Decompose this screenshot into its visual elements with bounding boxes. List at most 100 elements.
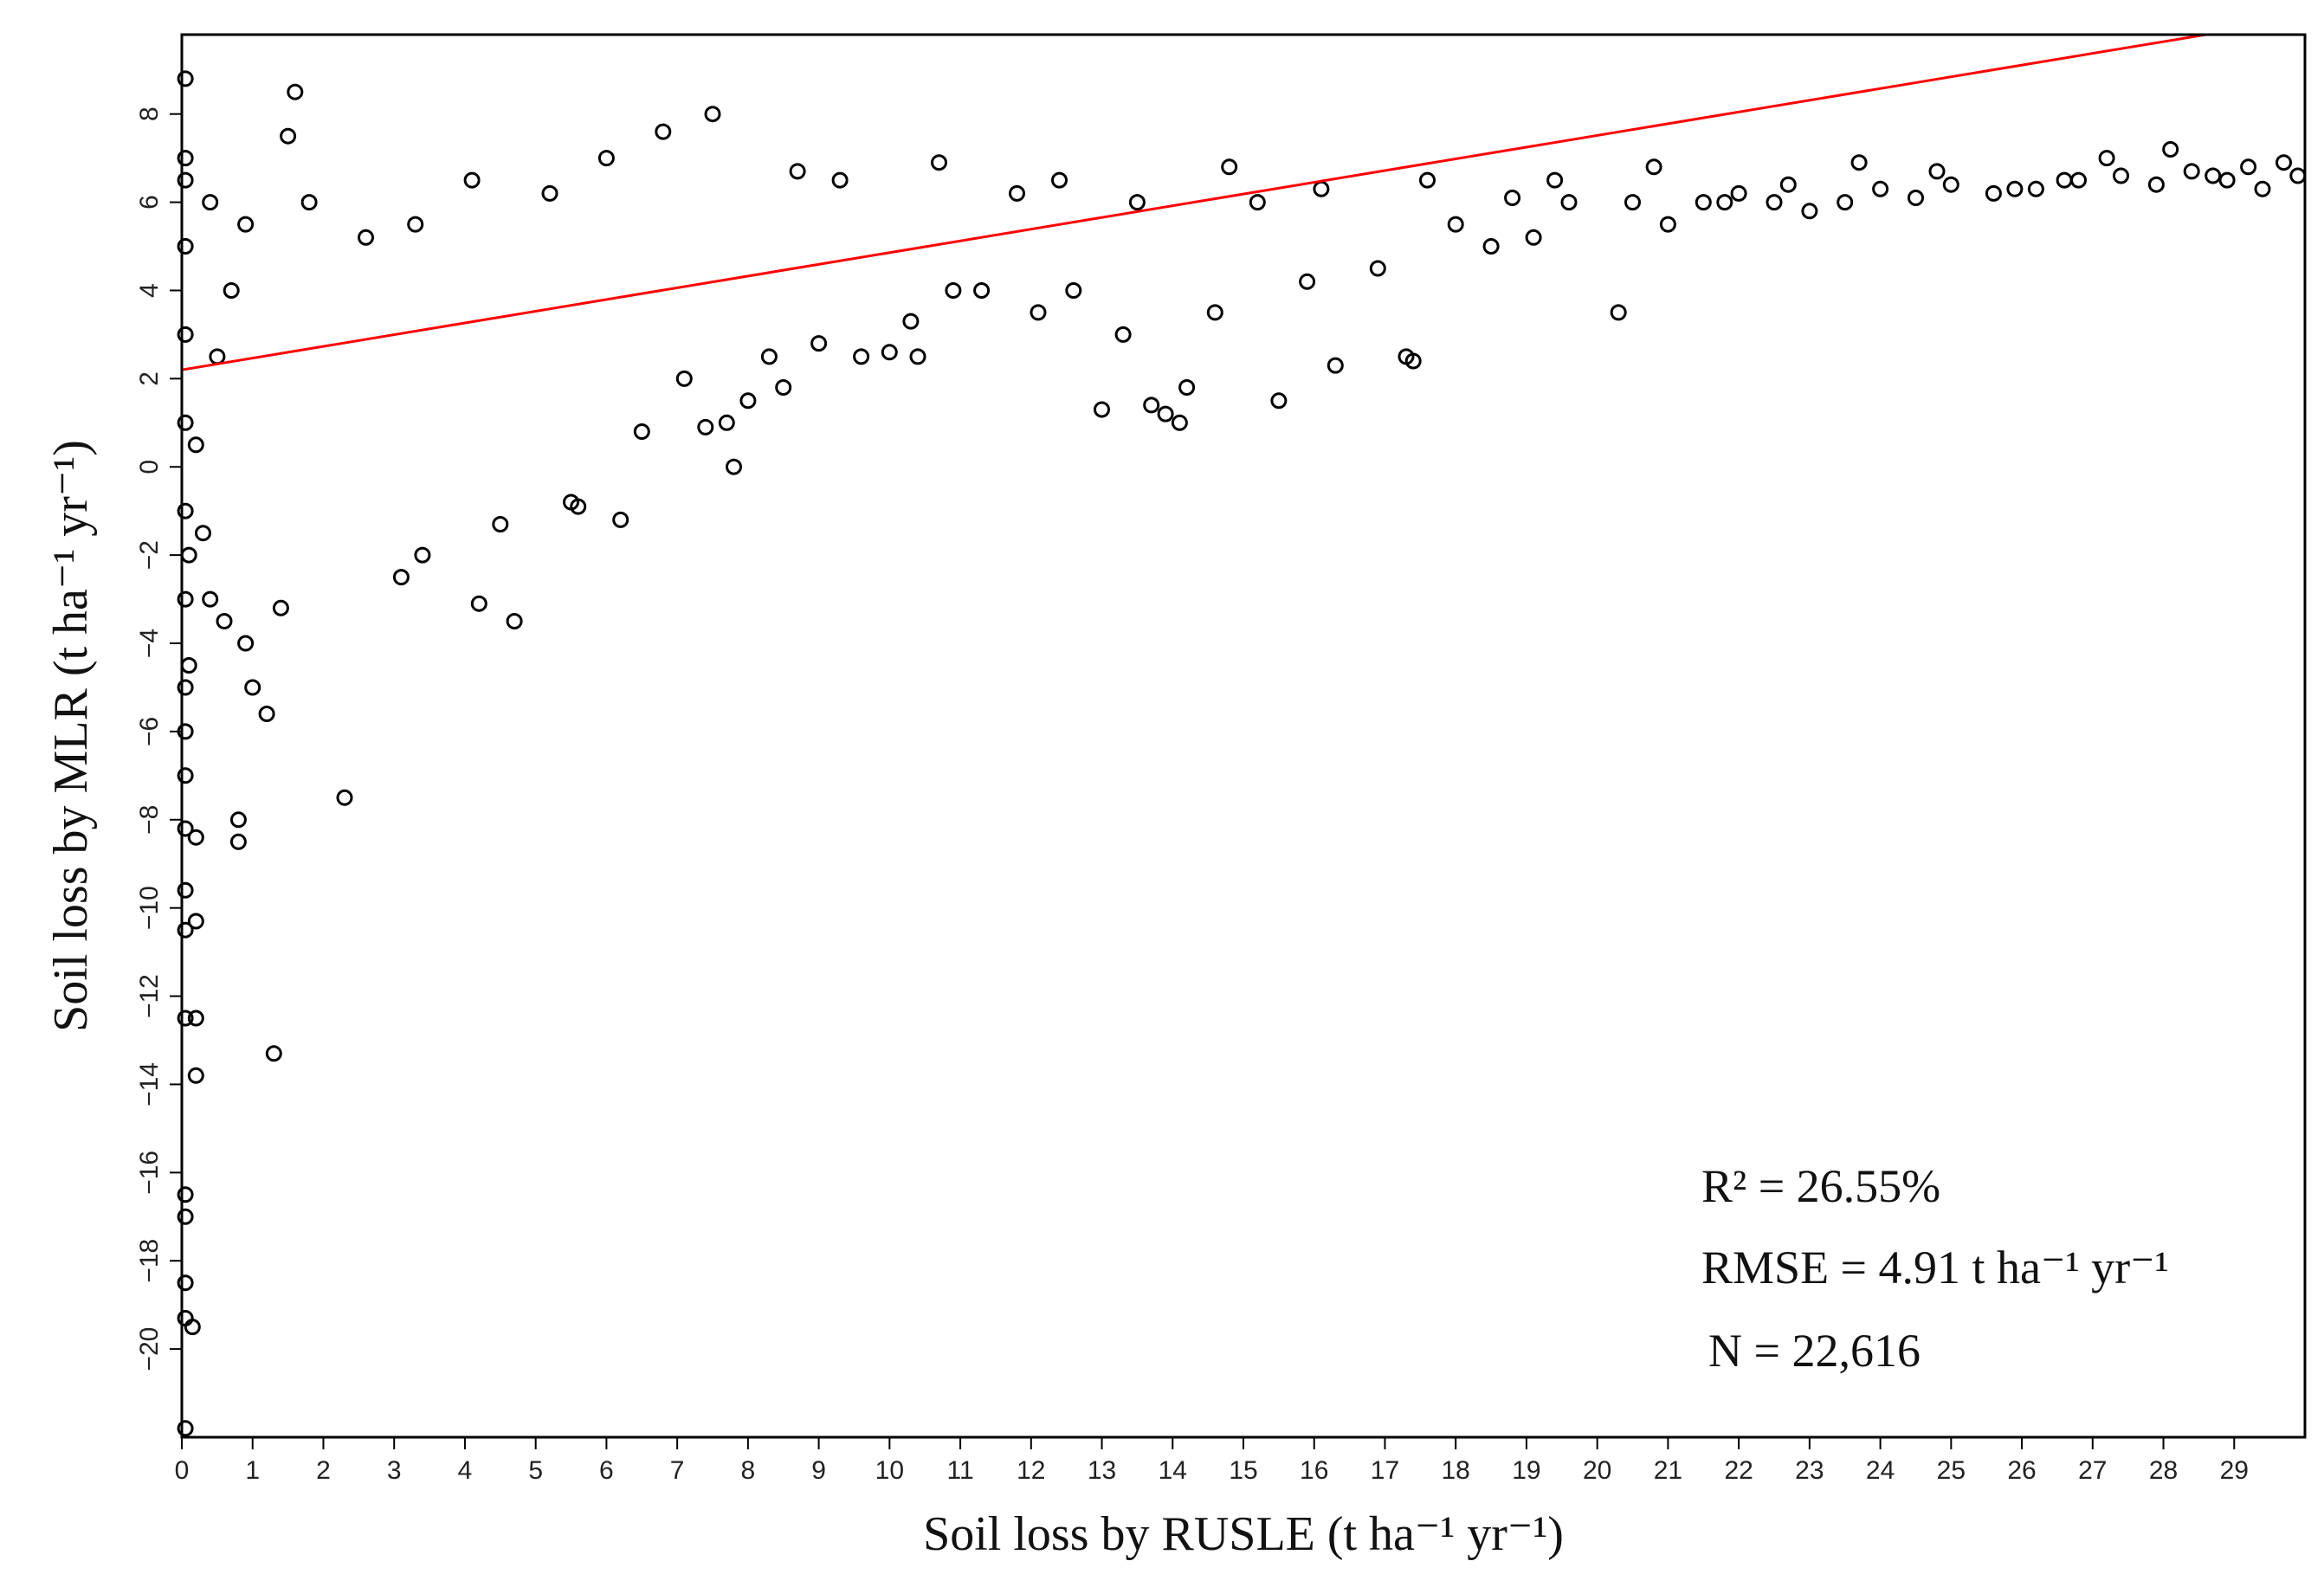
data-point xyxy=(2006,180,2024,197)
data-point xyxy=(272,599,289,616)
data-point xyxy=(775,379,792,396)
y-tick-label: 8 xyxy=(135,106,164,121)
data-point xyxy=(392,569,410,586)
data-point xyxy=(541,184,558,202)
data-point xyxy=(1206,304,1223,321)
y-tick-label: 0 xyxy=(135,460,164,474)
data-point xyxy=(1695,194,1712,211)
regression-line-group xyxy=(181,33,2206,371)
data-point xyxy=(1482,238,1500,255)
data-point xyxy=(244,679,261,696)
x-tick-label: 2 xyxy=(316,1456,331,1485)
y-tick-label: −10 xyxy=(135,886,164,930)
data-point xyxy=(2254,180,2271,197)
data-point xyxy=(209,348,226,365)
data-point xyxy=(300,194,318,211)
data-point xyxy=(1525,229,1542,246)
data-point xyxy=(195,525,211,542)
data-point xyxy=(184,1319,201,1336)
y-tick-label: −18 xyxy=(135,1239,164,1283)
data-point xyxy=(570,498,587,515)
data-point xyxy=(1065,282,1082,299)
x-tick-label: 12 xyxy=(1017,1456,1045,1485)
data-point xyxy=(1404,352,1422,370)
x-tick-label: 14 xyxy=(1159,1456,1187,1485)
data-point xyxy=(1730,184,1747,202)
x-tick-label: 21 xyxy=(1654,1456,1682,1485)
y-tick-label: −16 xyxy=(135,1151,164,1195)
data-point xyxy=(358,229,374,246)
data-point xyxy=(463,171,481,189)
x-tick-label: 13 xyxy=(1088,1456,1116,1485)
x-tick-label: 24 xyxy=(1866,1456,1895,1485)
x-tick-label: 27 xyxy=(2078,1456,2107,1485)
y-tick-label: −12 xyxy=(135,974,164,1018)
data-point xyxy=(2289,167,2307,184)
data-point xyxy=(229,833,247,850)
data-point xyxy=(407,216,424,233)
data-point xyxy=(414,546,431,564)
x-tick-label: 9 xyxy=(811,1456,826,1485)
y-tick-label: 2 xyxy=(135,371,164,386)
data-point xyxy=(945,282,962,299)
data-point xyxy=(831,171,849,189)
data-point xyxy=(1030,304,1047,321)
data-point xyxy=(1447,216,1464,233)
data-point xyxy=(760,348,778,365)
x-tick-label: 5 xyxy=(528,1456,543,1485)
data-point xyxy=(177,414,194,431)
data-point xyxy=(187,1010,204,1027)
data-point xyxy=(1766,194,1783,211)
data-point xyxy=(177,171,194,189)
data-point xyxy=(265,1045,282,1062)
data-point xyxy=(177,1010,194,1027)
x-tick-label: 0 xyxy=(175,1456,190,1485)
data-point xyxy=(675,370,693,387)
x-tick-label: 29 xyxy=(2220,1456,2249,1485)
data-point xyxy=(1369,260,1386,277)
data-point xyxy=(2240,158,2257,176)
data-point xyxy=(789,163,806,180)
data-point xyxy=(2113,167,2129,184)
data-point xyxy=(810,335,828,352)
data-point xyxy=(1850,154,1868,171)
y-tick-label: −4 xyxy=(135,629,164,658)
y-tick-label: −14 xyxy=(135,1062,164,1106)
data-point xyxy=(1157,405,1174,423)
data-point xyxy=(1659,216,1676,233)
data-point xyxy=(597,150,615,167)
data-point xyxy=(506,613,523,629)
regression-line xyxy=(181,33,2206,371)
x-tick-label: 23 xyxy=(1795,1456,1824,1485)
data-point xyxy=(287,83,304,100)
data-point xyxy=(202,590,219,608)
data-point xyxy=(229,811,247,829)
data-point xyxy=(187,829,204,846)
x-tick-label: 1 xyxy=(245,1456,260,1485)
data-point xyxy=(2205,167,2222,184)
data-point xyxy=(2183,163,2200,180)
data-point xyxy=(2098,150,2115,167)
data-point xyxy=(1928,163,1946,180)
y-tick-label: 4 xyxy=(135,283,164,298)
x-tick-label: 22 xyxy=(1724,1456,1753,1485)
data-point xyxy=(718,414,735,431)
data-point xyxy=(2056,171,2073,189)
data-point xyxy=(2276,154,2292,171)
data-point xyxy=(2147,176,2165,193)
data-point xyxy=(1942,176,1959,193)
x-tick-label: 20 xyxy=(1583,1456,1611,1485)
data-point xyxy=(177,70,194,87)
data-point xyxy=(902,313,920,330)
x-tick-label: 7 xyxy=(670,1456,685,1485)
data-point xyxy=(931,154,947,171)
data-point xyxy=(470,595,487,612)
data-point xyxy=(336,789,353,806)
data-point xyxy=(202,194,219,211)
data-point xyxy=(180,657,197,674)
data-point xyxy=(1051,171,1068,189)
data-point xyxy=(1837,194,1854,211)
data-point xyxy=(2162,141,2179,158)
x-axis-ticks: 0 1 2 3 4 5 6 7 8 9 10 11 12 13 14 15 16 17 18 19 20 21 22 23 24… xyxy=(175,1437,2249,1485)
x-tick-label: 16 xyxy=(1300,1456,1328,1485)
